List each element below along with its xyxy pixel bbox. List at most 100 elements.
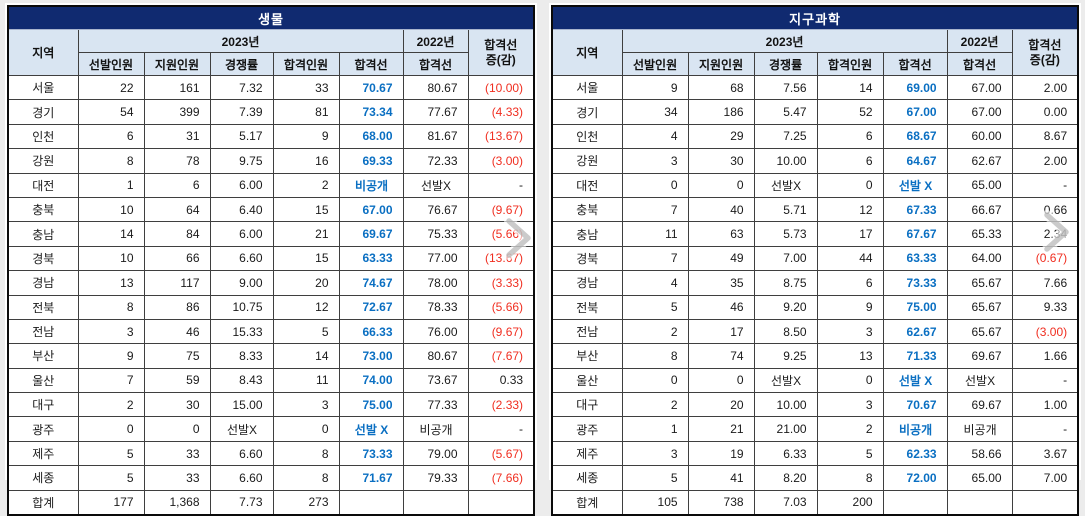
table-row: 대구 2 20 10.00 3 70.67 69.67 1.00 xyxy=(551,392,1079,418)
cell-selected: 10 xyxy=(77,196,145,223)
cell-applicants: 59 xyxy=(143,367,211,394)
header-year-2023: 2023년 xyxy=(621,29,948,53)
cell-region: 경기 xyxy=(551,99,623,125)
cell-ratio: 6.40 xyxy=(209,196,274,223)
cell-passed: 15 xyxy=(272,245,340,272)
cell-applicants: 161 xyxy=(143,74,211,101)
cell-region: 전북 xyxy=(7,294,79,320)
next-arrow-icon[interactable] xyxy=(1037,207,1075,257)
cell-applicants: 33 xyxy=(143,465,211,491)
header-cutoff-diff-line2: 증(감) xyxy=(485,52,516,67)
cell-selected: 14 xyxy=(77,221,145,247)
table-row: 부산 8 74 9.25 13 71.33 69.67 1.66 xyxy=(551,343,1079,369)
cell-passed: 81 xyxy=(272,99,340,125)
cell-selected: 5 xyxy=(77,465,145,491)
table-body-1: 서울 9 68 7.56 14 69.00 67.00 2.00 경기 34 186 5.47 52 67… xyxy=(551,74,1079,516)
cell-region: 경북 xyxy=(551,245,623,272)
cell-applicants: 64 xyxy=(143,196,211,223)
cell-cutoff-2022: 65.67 xyxy=(946,270,1013,296)
header-region: 지역 xyxy=(551,29,623,76)
table-row: 경남 13 117 9.00 20 74.67 78.00 (3.33) xyxy=(7,270,535,296)
header-cutoff-diff-line2: 증(감) xyxy=(1029,52,1060,67)
cell-selected: 5 xyxy=(77,440,145,467)
cell-region: 광주 xyxy=(551,416,623,442)
cell-region: 인천 xyxy=(7,123,79,150)
table-row: 전남 2 17 8.50 3 62.67 65.67 (3.00) xyxy=(551,318,1079,345)
cell-diff: - xyxy=(1011,416,1079,442)
cell-ratio: 선발X xyxy=(753,172,818,198)
cell-region: 충북 xyxy=(7,196,79,223)
cell-ratio: 7.32 xyxy=(209,74,274,101)
cell-selected: 0 xyxy=(77,416,145,442)
table-row: 전남 3 46 15.33 5 66.33 76.00 (9.67) xyxy=(7,318,535,345)
cell-cutoff-2023: 68.67 xyxy=(882,123,948,150)
cell-cutoff-2022: 65.33 xyxy=(946,221,1013,247)
cell-selected: 177 xyxy=(77,489,145,516)
table-row: 합계 177 1,368 7.73 273 xyxy=(7,489,535,516)
cell-region: 세종 xyxy=(551,465,623,491)
table-row: 충북 10 64 6.40 15 67.00 76.67 (9.67) xyxy=(7,196,535,223)
cell-passed: 5 xyxy=(816,440,884,467)
header-ratio: 경쟁률 xyxy=(209,52,274,76)
cell-selected: 7 xyxy=(621,245,689,272)
cell-ratio: 7.00 xyxy=(753,245,818,272)
cell-selected: 0 xyxy=(621,172,689,198)
header-applicants: 지원인원 xyxy=(687,52,755,76)
table-row: 경기 54 399 7.39 81 73.34 77.67 (4.33) xyxy=(7,99,535,125)
cell-selected: 2 xyxy=(621,318,689,345)
table-title: 생물 xyxy=(7,5,535,30)
cell-region: 강원 xyxy=(551,148,623,174)
cell-applicants: 20 xyxy=(687,392,755,418)
tables-container: 생물 지역 2023년 2022년 합격선 증(감) 선발인원 지원인원 경쟁률 … xyxy=(5,3,1082,516)
cell-diff: (13.67) xyxy=(467,123,535,150)
cell-cutoff-2022: 65.67 xyxy=(946,294,1013,320)
cell-selected: 7 xyxy=(621,196,689,223)
table-row: 대구 2 30 15.00 3 75.00 77.33 (2.33) xyxy=(7,392,535,418)
cell-diff: 1.00 xyxy=(1011,392,1079,418)
cell-cutoff-2023: 73.33 xyxy=(882,270,948,296)
cell-applicants: 33 xyxy=(143,440,211,467)
cell-diff: (5.66) xyxy=(467,294,535,320)
cell-applicants: 738 xyxy=(687,489,755,516)
cell-selected: 4 xyxy=(621,270,689,296)
cell-region: 부산 xyxy=(551,343,623,369)
next-arrow-icon[interactable] xyxy=(499,213,537,263)
cell-cutoff-2022: 75.33 xyxy=(402,221,469,247)
cell-applicants: 75 xyxy=(143,343,211,369)
cell-diff: 8.67 xyxy=(1011,123,1079,150)
cell-ratio: 10.00 xyxy=(753,148,818,174)
cell-passed: 52 xyxy=(816,99,884,125)
cell-selected: 1 xyxy=(77,172,145,198)
cell-region: 경남 xyxy=(551,270,623,296)
table-row: 광주 0 0 선발X 0 선발 X 비공개 - xyxy=(7,416,535,442)
cell-ratio: 6.60 xyxy=(209,245,274,272)
cell-selected: 4 xyxy=(621,123,689,150)
cell-applicants: 46 xyxy=(687,294,755,320)
cell-cutoff-2023: 67.00 xyxy=(882,99,948,125)
cell-cutoff-2022: 79.33 xyxy=(402,465,469,491)
cell-region: 합계 xyxy=(551,489,623,516)
cell-applicants: 29 xyxy=(687,123,755,150)
header-passed: 합격인원 xyxy=(272,52,340,76)
table-row: 부산 9 75 8.33 14 73.00 80.67 (7.67) xyxy=(7,343,535,369)
cell-cutoff-2023: 73.34 xyxy=(338,99,404,125)
cell-cutoff-2023: 71.33 xyxy=(882,343,948,369)
cell-diff: 0.33 xyxy=(467,367,535,394)
cell-selected: 13 xyxy=(77,270,145,296)
header-selected: 선발인원 xyxy=(621,52,689,76)
cell-applicants: 35 xyxy=(687,270,755,296)
cell-ratio: 5.47 xyxy=(753,99,818,125)
cell-ratio: 7.03 xyxy=(753,489,818,516)
header-passed: 합격인원 xyxy=(816,52,884,76)
cell-cutoff-2023: 선발 X xyxy=(882,172,948,198)
cell-applicants: 0 xyxy=(687,172,755,198)
cell-selected: 6 xyxy=(77,123,145,150)
cell-cutoff-2022: 79.00 xyxy=(402,440,469,467)
cell-diff: 9.33 xyxy=(1011,294,1079,320)
cell-applicants: 21 xyxy=(687,416,755,442)
cell-diff: (4.33) xyxy=(467,99,535,125)
cell-ratio: 8.43 xyxy=(209,367,274,394)
cell-ratio: 8.75 xyxy=(753,270,818,296)
cell-cutoff-2023: 69.67 xyxy=(338,221,404,247)
cell-applicants: 74 xyxy=(687,343,755,369)
